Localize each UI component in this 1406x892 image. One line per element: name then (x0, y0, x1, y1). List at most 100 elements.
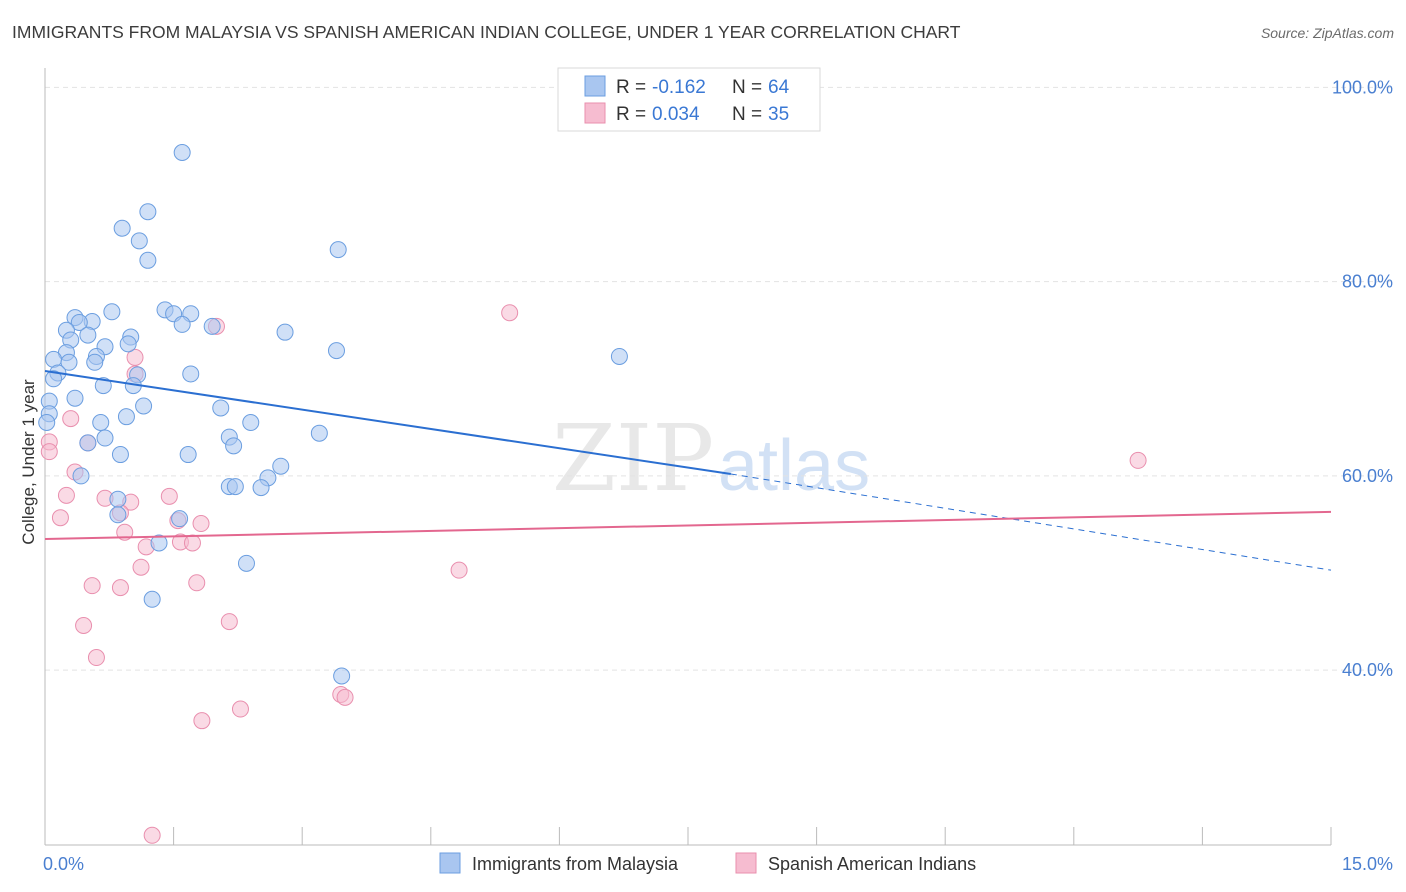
blue-point (38, 414, 56, 432)
blue-point (150, 534, 168, 552)
y-tick-label: 80.0% (1342, 272, 1393, 292)
legend-n-value-1: 64 (768, 77, 790, 98)
blue-point (117, 408, 135, 426)
blue-point (143, 590, 161, 608)
grid (45, 86, 1392, 671)
pink-point (51, 509, 69, 527)
blue-point (225, 437, 243, 455)
trend-line-pink (44, 510, 1332, 541)
blue-point (272, 457, 290, 475)
legend-n-value-2: 35 (768, 104, 789, 125)
blue-point (226, 478, 244, 496)
legend-n-label-1: N = (732, 77, 762, 98)
blue-point (45, 370, 63, 388)
pink-point (75, 616, 93, 634)
pink-point (62, 410, 80, 428)
pink-point (111, 579, 129, 597)
blue-point (119, 335, 137, 353)
pink-point (116, 523, 134, 541)
blue-point (327, 342, 345, 360)
pink-point (1129, 451, 1147, 469)
blue-point (610, 347, 628, 365)
blue-point (72, 467, 90, 485)
trend-line-blue-extension (730, 473, 1332, 571)
legend-swatch-pink (584, 102, 606, 124)
blue-point (333, 667, 351, 685)
x-tick-labels: 0.0% 15.0% (43, 854, 1393, 874)
series-immigrants-from-malaysia (38, 143, 628, 685)
blue-point (92, 414, 110, 432)
blue-point (79, 434, 97, 452)
blue-point (103, 303, 121, 321)
blue-point (182, 365, 200, 383)
blue-point (237, 554, 255, 572)
blue-point (111, 446, 129, 464)
x-tick-label-max: 15.0% (1342, 854, 1393, 874)
blue-point (94, 377, 112, 395)
pink-point (160, 487, 178, 505)
pink-point (183, 534, 201, 552)
pink-point (193, 712, 211, 730)
blue-point (242, 414, 260, 432)
y-tick-label: 40.0% (1342, 660, 1393, 680)
blue-point (139, 251, 157, 269)
legend-r-value-2: 0.034 (652, 104, 700, 125)
pink-point (450, 561, 468, 579)
blue-point (70, 313, 88, 331)
pink-point (501, 304, 519, 322)
legend-swatch-blue (584, 75, 606, 97)
bottom-legend: Immigrants from Malaysia Spanish America… (439, 852, 976, 874)
blue-point (139, 203, 157, 221)
blue-point (310, 424, 328, 442)
blue-point (109, 490, 127, 508)
blue-point (113, 219, 131, 237)
series-spanish-american-indians (40, 304, 1147, 844)
trend-line-blue (44, 370, 732, 475)
blue-point (276, 323, 294, 341)
watermark: ZIP atlas (552, 405, 870, 512)
chart-source: Source: ZipAtlas.com (1261, 25, 1394, 41)
pink-point (188, 574, 206, 592)
pink-point (57, 486, 75, 504)
chart-title: IMMIGRANTS FROM MALAYSIA VS SPANISH AMER… (12, 22, 961, 42)
pink-point (231, 700, 249, 718)
pink-point (143, 826, 161, 844)
blue-point (96, 429, 114, 447)
blue-point (130, 232, 148, 250)
bottom-legend-swatch-blue (439, 852, 461, 874)
bottom-legend-swatch-pink (735, 852, 757, 874)
blue-point (329, 241, 347, 259)
legend-n-label-2: N = (732, 104, 762, 125)
blue-point (86, 353, 104, 371)
legend-r-value-1: -0.162 (652, 77, 706, 98)
y-tick-label: 100.0% (1332, 77, 1393, 97)
blue-point (212, 399, 230, 417)
blue-point (60, 353, 78, 371)
legend-r-label-1: R = (616, 77, 646, 98)
blue-point (109, 506, 127, 524)
blue-point (203, 317, 221, 335)
y-tick-labels: 40.0% 60.0% 80.0% 100.0% (1332, 77, 1393, 680)
y-tick-label: 60.0% (1342, 466, 1393, 486)
pink-point (192, 515, 210, 533)
blue-point (171, 510, 189, 528)
blue-point (173, 143, 191, 161)
blue-point (179, 446, 197, 464)
axes (44, 68, 1332, 846)
pink-point (220, 613, 238, 631)
bottom-legend-label-blue: Immigrants from Malaysia (472, 854, 679, 874)
x-tick-label-min: 0.0% (43, 854, 84, 874)
pink-point (83, 577, 101, 595)
watermark-atlas: atlas (718, 426, 870, 506)
pink-point (40, 443, 58, 461)
blue-point (135, 397, 153, 415)
blue-point (66, 389, 84, 407)
pink-point (336, 688, 354, 706)
blue-point (173, 315, 191, 333)
pink-point (132, 558, 150, 576)
legend: R = -0.162 N = 64 R = 0.034 N = 35 (557, 67, 821, 132)
blue-point (252, 479, 270, 497)
trend-lines (44, 370, 1332, 571)
bottom-legend-label-pink: Spanish American Indians (768, 854, 976, 874)
